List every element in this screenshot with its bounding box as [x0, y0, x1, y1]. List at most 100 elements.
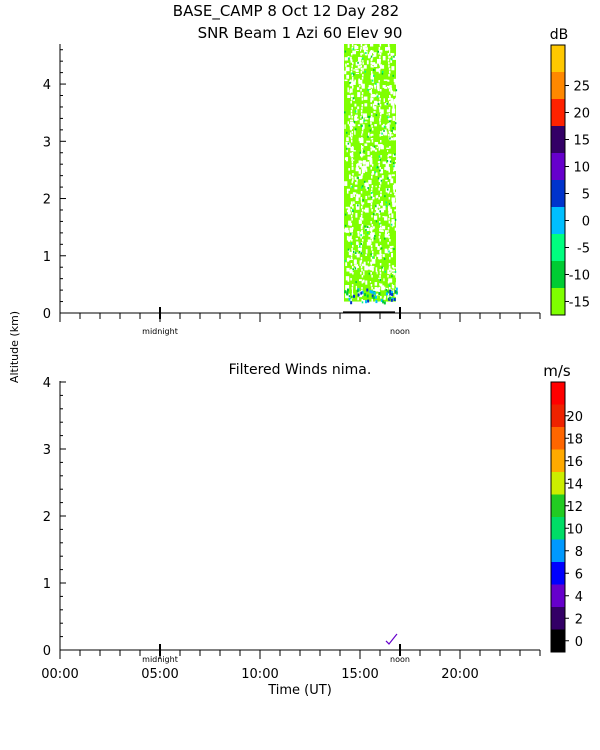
snr-gap: [375, 300, 377, 306]
snr-gap: [395, 193, 399, 198]
snr-gap: [347, 94, 351, 99]
snr-near-ground: [391, 293, 394, 297]
snr-gap: [380, 65, 385, 69]
snr-gap: [382, 267, 384, 272]
snr-gap: [370, 266, 373, 269]
snr-gap: [373, 289, 375, 291]
snr-gap: [392, 55, 397, 60]
snr-gap: [354, 44, 357, 50]
snr-gap: [357, 230, 360, 234]
snr-gap: [376, 83, 380, 87]
snr-near-ground: [375, 300, 378, 304]
snr-gap: [351, 131, 354, 134]
snr-gap: [371, 140, 374, 143]
snr-colorbar-segment: [551, 99, 565, 126]
snr-speckle: [393, 165, 395, 168]
snr-gap: [360, 116, 362, 119]
snr-speckle: [376, 95, 379, 98]
snr-gap: [378, 257, 381, 260]
snr-gap: [363, 65, 367, 69]
snr-gap: [371, 98, 374, 101]
snr-gap: [362, 239, 364, 242]
snr-gap: [370, 206, 373, 209]
snr-gap: [370, 203, 373, 206]
snr-gap: [370, 232, 375, 237]
snr-gap: [353, 192, 355, 198]
snr-gap: [360, 47, 362, 50]
snr-gap: [370, 116, 373, 119]
snr-gap: [360, 53, 362, 56]
snr-gap: [378, 290, 380, 293]
snr-gap: [364, 103, 368, 107]
snr-gap: [356, 118, 359, 121]
wind-barb: [385, 633, 398, 645]
snr-gap: [387, 117, 392, 120]
snr-near-ground: [380, 298, 383, 302]
snr-gap: [351, 218, 353, 221]
winds-colorbar-label: 0: [575, 635, 583, 650]
snr-gap: [362, 74, 364, 77]
snr-gap: [391, 269, 396, 272]
snr-gap: [372, 196, 375, 200]
snr-near-ground: [370, 290, 373, 294]
snr-gap: [371, 299, 373, 302]
snr-gap: [378, 146, 380, 151]
snr-speckle: [362, 199, 364, 202]
snr-gap: [356, 179, 358, 182]
snr-speckle: [360, 242, 363, 245]
snr-speckle: [389, 137, 391, 140]
snr-near-ground: [369, 290, 372, 294]
snr-gap: [390, 52, 393, 56]
snr-gap: [376, 68, 380, 72]
snr-gap: [379, 134, 381, 137]
snr-midnight-label: midnight: [142, 327, 178, 336]
snr-gap: [347, 121, 350, 125]
snr-near-ground: [350, 301, 353, 305]
x-axis-label: Time (UT): [267, 683, 332, 698]
snr-gap: [350, 89, 353, 92]
snr-gap: [356, 253, 360, 258]
snr-gap: [351, 86, 354, 89]
snr-speckle: [357, 176, 359, 179]
snr-gap: [361, 203, 364, 206]
snr-gap: [357, 291, 360, 294]
snr-gap: [362, 154, 366, 156]
snr-gap: [382, 254, 385, 257]
snr-gap: [371, 215, 373, 218]
snr-near-ground: [352, 294, 355, 298]
snr-speckle: [377, 50, 379, 53]
snr-gap: [351, 239, 353, 242]
snr-gap: [393, 91, 396, 96]
snr-gap: [362, 45, 366, 50]
snr-gap: [378, 62, 381, 65]
title-line-2: SNR Beam 1 Azi 60 Elev 90: [198, 24, 403, 42]
snr-speckle: [381, 132, 383, 135]
snr-gap: [386, 47, 391, 51]
snr-gap: [346, 267, 350, 272]
snr-gap: [388, 263, 391, 266]
snr-gap: [394, 102, 398, 105]
snr-gap: [350, 299, 352, 302]
snr-gap: [370, 59, 373, 62]
snr-gap: [372, 103, 375, 109]
snr-speckle: [379, 278, 381, 281]
snr-gap: [360, 164, 362, 167]
snr-gap: [382, 205, 386, 211]
snr-speckle: [388, 284, 391, 287]
snr-gap: [359, 264, 361, 267]
snr-speckle: [373, 145, 376, 148]
snr-gap: [373, 215, 378, 220]
snr-gap: [361, 52, 364, 55]
snr-gap: [384, 230, 387, 234]
winds-colorbar-segment: [551, 607, 565, 630]
snr-colorbar-segment: [551, 207, 565, 234]
snr-gap: [378, 107, 381, 110]
snr-gap: [367, 87, 371, 89]
snr-gap: [361, 173, 364, 176]
snr-gap: [371, 173, 373, 176]
snr-gap: [392, 116, 396, 121]
snr-speckle: [393, 162, 395, 165]
snr-gap: [383, 297, 386, 300]
snr-gap: [394, 294, 398, 297]
